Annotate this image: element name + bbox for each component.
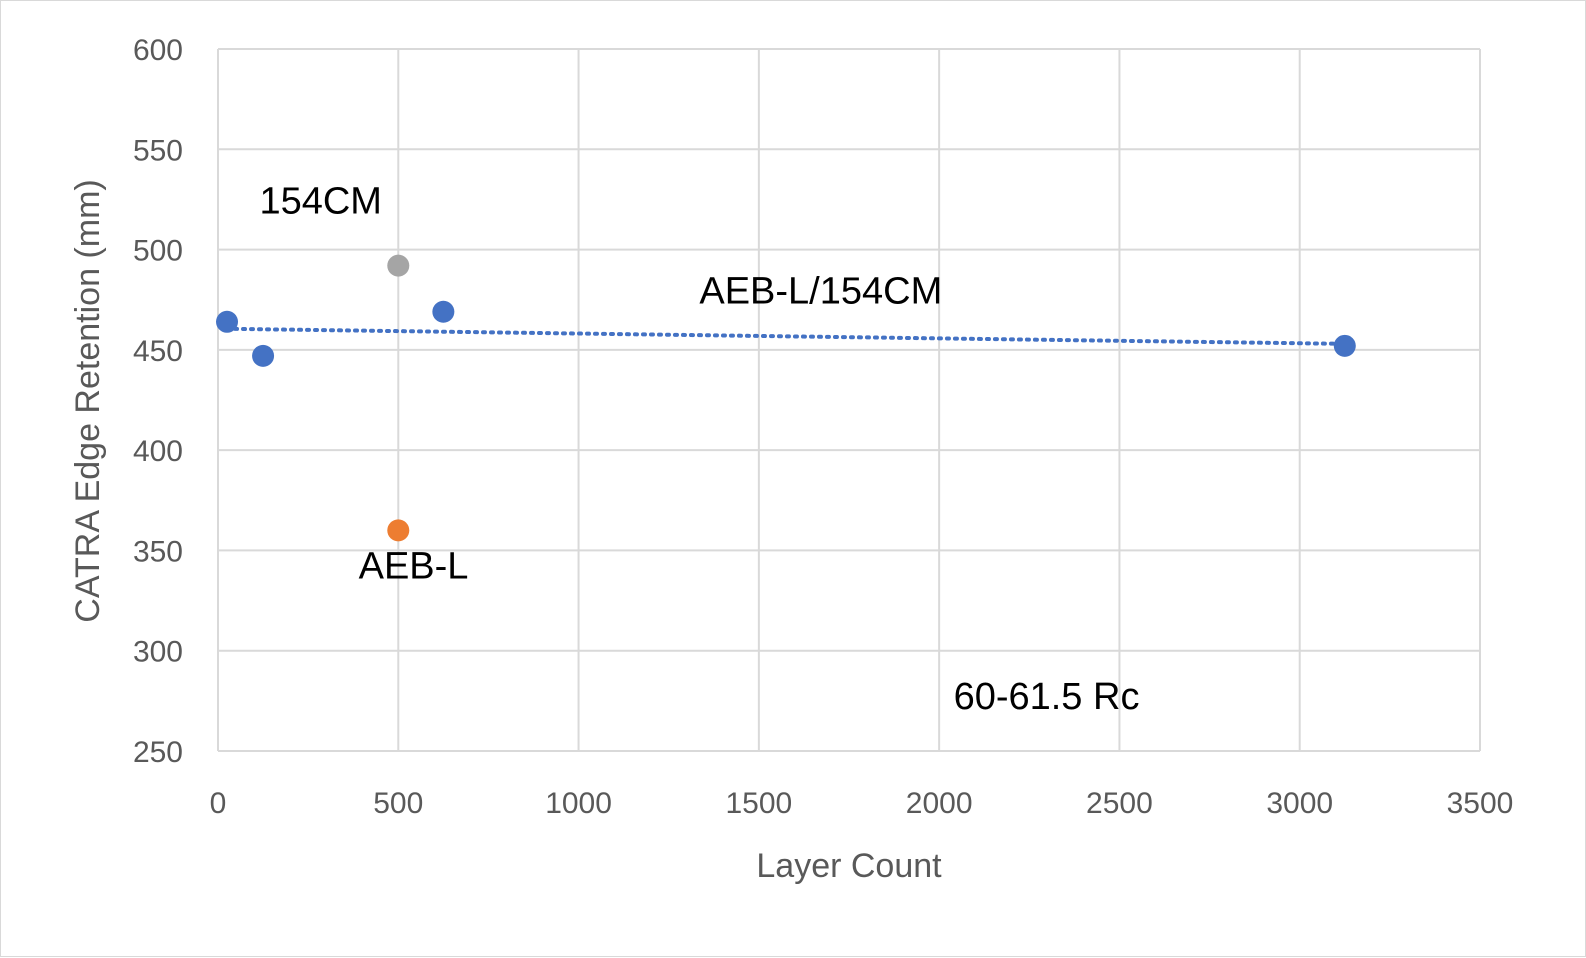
x-tick-label: 500 xyxy=(373,787,423,820)
y-tick-label: 400 xyxy=(133,435,183,468)
y-tick-label: 450 xyxy=(133,335,183,368)
data-point xyxy=(387,519,410,542)
trendline xyxy=(225,326,1347,346)
x-axis-title: Layer Count xyxy=(756,847,942,885)
data-point xyxy=(387,254,410,277)
x-tick-label: 1500 xyxy=(725,787,792,820)
annotations: 154CM AEB-L/154CM AEB-L 60-61.5 Rc xyxy=(259,180,1139,717)
x-tick-label: 3500 xyxy=(1447,787,1514,820)
y-tick-label: 300 xyxy=(133,636,183,669)
x-tick-label: 3000 xyxy=(1266,787,1333,820)
trendlines xyxy=(225,326,1347,346)
gridlines xyxy=(217,48,1481,752)
y-tick-label: 250 xyxy=(133,736,183,769)
data-point xyxy=(252,344,275,367)
data-point xyxy=(432,300,455,323)
x-tick-label: 0 xyxy=(210,787,227,820)
x-tick-label: 2500 xyxy=(1086,787,1153,820)
x-tick-label: 2000 xyxy=(906,787,973,820)
tick-labels: 250 300 350 400 450 500 550 600 0 500 1000 1500 2000… xyxy=(133,34,1513,820)
data-point xyxy=(216,310,239,333)
y-axis-title: CATRA Edge Retention (mm) xyxy=(69,179,107,622)
annotation-label: AEB-L/154CM xyxy=(699,271,942,313)
x-tick-label: 1000 xyxy=(545,787,612,820)
y-tick-label: 550 xyxy=(133,134,183,167)
annotation-label: 154CM xyxy=(259,180,382,222)
data-points xyxy=(216,254,1356,542)
annotation-label: AEB-L xyxy=(359,546,469,588)
y-tick-label: 500 xyxy=(133,235,183,268)
y-tick-label: 350 xyxy=(133,535,183,568)
annotation-label: 60-61.5 Rc xyxy=(954,676,1140,718)
data-point xyxy=(1333,334,1356,357)
y-tick-label: 600 xyxy=(133,34,183,67)
